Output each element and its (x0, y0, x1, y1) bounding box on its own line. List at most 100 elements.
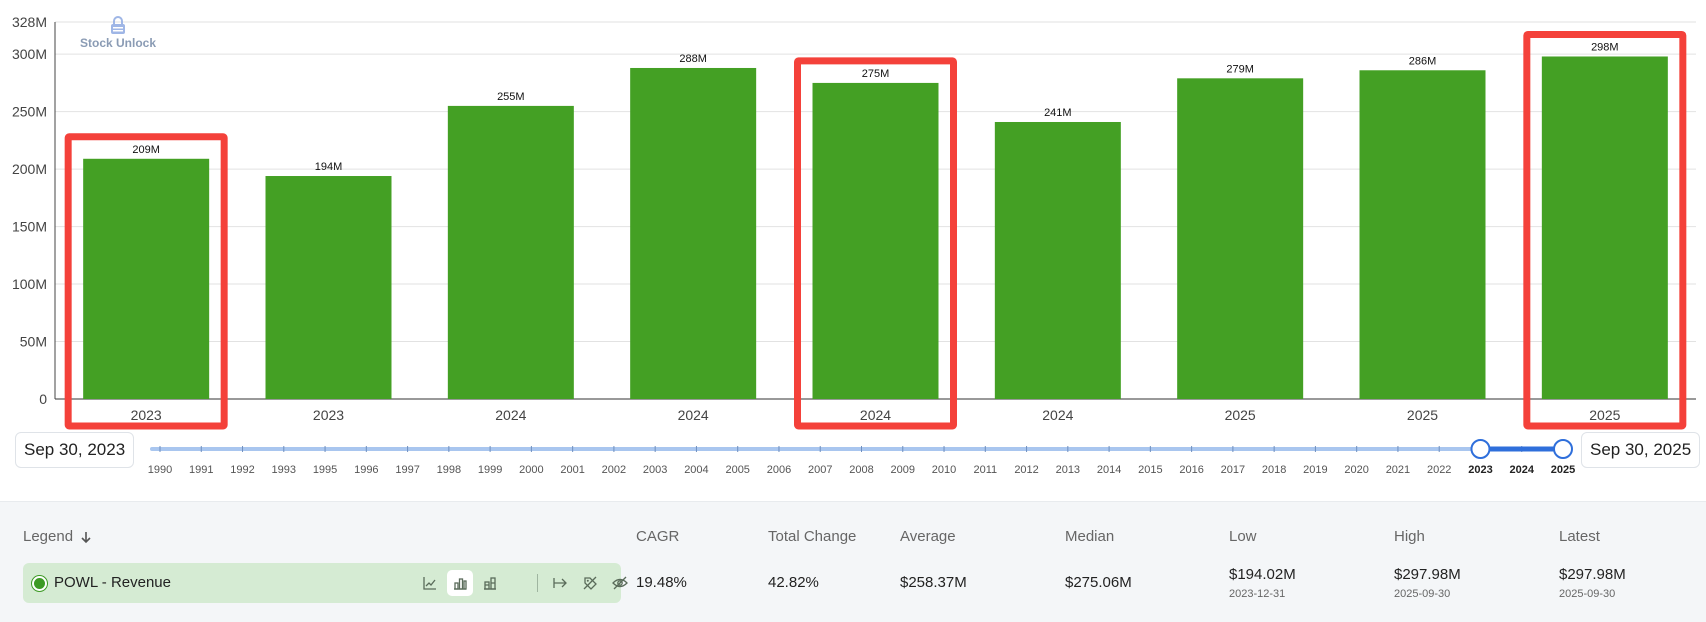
x-tick-label: 2025 (1407, 407, 1438, 423)
timeline-year-label: 1992 (230, 464, 254, 476)
bar (1177, 78, 1304, 399)
series-color-dot[interactable] (32, 576, 47, 591)
timeline-year-label: 1998 (437, 464, 461, 476)
y-tick-label: 200M (12, 161, 47, 177)
series-row-powl-revenue[interactable]: POWL - Revenue (23, 563, 628, 603)
timeline-year-label: 2022 (1427, 464, 1451, 476)
timeline-year-label: 2001 (560, 464, 584, 476)
timeline-year-label: 2005 (725, 464, 749, 476)
low-header: Low (1229, 528, 1257, 545)
data-label: 286M (1409, 55, 1437, 67)
data-label: 241M (1044, 107, 1072, 119)
legend-header[interactable]: Legend (23, 528, 93, 545)
highlight-box (794, 57, 957, 430)
bar (812, 82, 939, 399)
data-label: 255M (497, 91, 525, 103)
timeline-year-label: 2017 (1221, 464, 1245, 476)
timeline-year-label: 1990 (148, 464, 172, 476)
timeline-year-label: 1997 (395, 464, 419, 476)
timeline-year-label: 2012 (1014, 464, 1038, 476)
x-tick-label: 2025 (1589, 407, 1620, 423)
timeline-year-label: 1999 (478, 464, 502, 476)
bar-chart-svg: 0 50M 100M 150M 200M 250M 300M 328M 209M 2023 194M… (12, 14, 1696, 430)
y-tick-label: 150M (12, 219, 47, 235)
y-tick-label: 50M (20, 334, 47, 350)
watermark-text: Stock Unlock (79, 36, 157, 50)
timeline-year-label: 2016 (1179, 464, 1203, 476)
bar (630, 67, 757, 399)
x-tick-label: 2024 (678, 407, 709, 423)
y-tick-label: 300M (12, 46, 47, 62)
timeline-year-label: 2011 (973, 464, 997, 476)
stacked-bar-icon[interactable] (477, 570, 503, 596)
y-tick-label: 328M (12, 14, 47, 30)
latest-date: 2025-09-30 (1559, 588, 1616, 600)
x-tick-label: 2023 (313, 407, 344, 423)
latest-header: Latest (1559, 528, 1600, 545)
timeline-year-label: 2009 (891, 464, 915, 476)
high-header: High (1394, 528, 1425, 545)
timeline-year-label: 2003 (643, 464, 667, 476)
data-label: 279M (1226, 63, 1254, 75)
average-header: Average (900, 528, 956, 545)
timeline-year-label: 1996 (354, 464, 378, 476)
sort-down-arrow-icon (81, 531, 91, 543)
timeline-year-label: 2019 (1303, 464, 1327, 476)
bar (1541, 56, 1668, 399)
bar (83, 158, 210, 399)
lock-icon (111, 16, 125, 34)
timeline-year-label: 2021 (1386, 464, 1410, 476)
bar (447, 105, 574, 399)
data-label: 209M (132, 144, 160, 156)
y-tick-label: 250M (12, 104, 47, 120)
average-value: $258.37M (900, 574, 967, 591)
timeline-year-label: 1995 (313, 464, 337, 476)
series-name: POWL - Revenue (54, 574, 171, 591)
cagr-header: CAGR (636, 528, 680, 545)
timeline-year-label: 2020 (1344, 464, 1368, 476)
timeline-year-label: 2004 (684, 464, 708, 476)
x-tick-label: 2024 (1042, 407, 1073, 423)
timeline-year-label: 2023 (1468, 464, 1492, 476)
timeline-year-label: 1993 (272, 464, 296, 476)
timeline-year-label: 2015 (1138, 464, 1162, 476)
data-label: 194M (315, 161, 343, 173)
timeline-year-label: 2006 (767, 464, 791, 476)
revenue-chart: 0 50M 100M 150M 200M 250M 300M 328M 209M 2023 194M… (12, 14, 1696, 430)
total-change-header: Total Change (768, 528, 857, 545)
hide-eye-icon[interactable] (607, 570, 633, 596)
bar (994, 121, 1121, 399)
timeline-year-label: 1991 (189, 464, 213, 476)
watermark: Stock Unlock (78, 16, 158, 50)
timeline-year-label: 2007 (808, 464, 832, 476)
bar-chart-icon[interactable] (447, 570, 473, 596)
x-tick-label: 2023 (131, 407, 162, 423)
x-tick-label: 2025 (1225, 407, 1256, 423)
line-chart-icon[interactable] (417, 570, 443, 596)
timeline-end-handle[interactable] (1553, 439, 1573, 459)
timeline-start-handle[interactable] (1470, 439, 1491, 459)
cagr-value: 19.48% (636, 574, 687, 591)
x-tick-label: 2024 (495, 407, 526, 423)
latest-value: $297.98M (1559, 566, 1626, 583)
legend-header-label: Legend (23, 528, 74, 545)
timeline-year-label: 2010 (932, 464, 956, 476)
y-tick-label: 100M (12, 276, 47, 292)
high-value: $297.98M (1394, 566, 1461, 583)
highlight-box (1523, 30, 1687, 430)
timeline-year-label: 2013 (1056, 464, 1080, 476)
timeline-year-label: 2002 (602, 464, 626, 476)
timeline-year-label: 2000 (519, 464, 543, 476)
timeline-year-label: 2018 (1262, 464, 1286, 476)
data-label: 275M (862, 68, 890, 80)
data-label: 298M (1591, 41, 1619, 53)
start-date-box[interactable]: Sep 30, 2023 (15, 432, 135, 468)
timeline-year-label: 2025 (1551, 464, 1575, 476)
low-date: 2023-12-31 (1229, 588, 1286, 600)
extend-arrow-icon[interactable] (547, 570, 573, 596)
no-tag-icon[interactable] (577, 570, 603, 596)
median-value: $275.06M (1065, 574, 1132, 591)
high-date: 2025-09-30 (1394, 588, 1451, 600)
timeline-slider[interactable]: 1990 1991 1992 1993 1995 1996 1997 1998 1999 2000… (0, 432, 1706, 478)
end-date-box[interactable]: Sep 30, 2025 (1581, 432, 1701, 468)
